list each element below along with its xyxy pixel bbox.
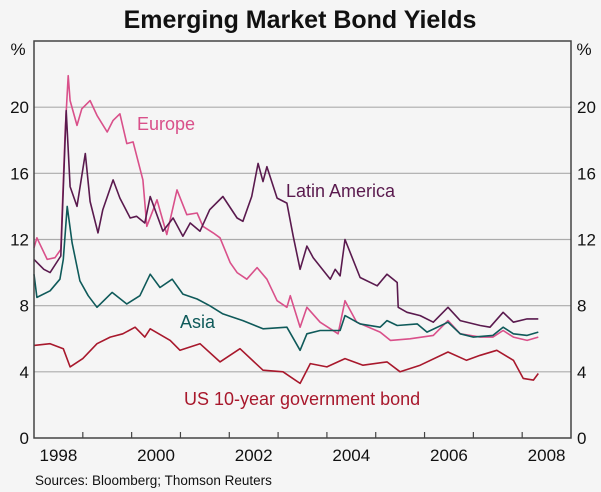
series-label-latin-america: Latin America [286, 181, 396, 201]
y-tick-label-left: 16 [10, 164, 29, 183]
series-label-europe: Europe [137, 114, 195, 134]
y-axis-unit-right: % [576, 40, 591, 59]
y-tick-label-left: 4 [20, 363, 29, 382]
y-tick-label-left: 0 [20, 429, 29, 448]
y-tick-label-left: 8 [20, 297, 29, 316]
y-axis-unit-left: % [10, 40, 25, 59]
y-tick-label-right: 8 [577, 297, 586, 316]
x-tick-label: 2008 [528, 446, 566, 465]
series-line-latin-america [33, 109, 539, 328]
y-tick-label-left: 20 [10, 98, 29, 117]
x-tick-label: 2000 [137, 446, 175, 465]
y-tick-label-right: 16 [577, 164, 596, 183]
y-tick-label-right: 0 [577, 429, 586, 448]
series-line-asia [33, 205, 539, 352]
chart-title: Emerging Market Bond Yields [124, 6, 477, 34]
x-tick-label: 2006 [430, 446, 468, 465]
x-tick-label: 2002 [235, 446, 273, 465]
x-tick-label: 2004 [332, 446, 370, 465]
source-note: Sources: Bloomberg; Thomson Reuters [35, 473, 272, 488]
x-tick-label: 1998 [39, 446, 77, 465]
series-label-asia: Asia [180, 312, 216, 332]
plot-frame [33, 40, 572, 439]
series-line-europe [33, 74, 539, 342]
y-tick-label-left: 12 [10, 231, 29, 250]
series-label-us-10-year: US 10-year government bond [184, 389, 420, 409]
y-tick-label-right: 20 [577, 98, 596, 117]
y-tick-label-right: 12 [577, 231, 596, 250]
series-line-us-10-year-government-bond [33, 326, 539, 385]
y-tick-label-right: 4 [577, 363, 586, 382]
